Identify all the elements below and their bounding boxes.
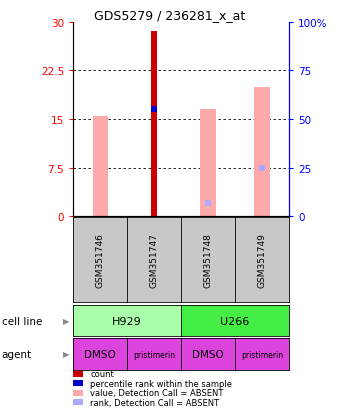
Bar — [92, 116, 108, 217]
Text: value, Detection Call = ABSENT: value, Detection Call = ABSENT — [90, 388, 223, 397]
Text: percentile rank within the sample: percentile rank within the sample — [90, 379, 232, 388]
Text: DMSO: DMSO — [192, 349, 224, 359]
Text: cell line: cell line — [2, 316, 42, 326]
Text: GSM351746: GSM351746 — [96, 233, 105, 287]
Text: DMSO: DMSO — [84, 349, 116, 359]
Bar — [151, 33, 157, 217]
Text: count: count — [90, 369, 114, 378]
Text: pristimerin: pristimerin — [241, 350, 283, 358]
Text: agent: agent — [2, 349, 32, 359]
Text: GSM351748: GSM351748 — [204, 233, 212, 287]
Text: H929: H929 — [112, 316, 142, 326]
Text: GSM351747: GSM351747 — [150, 233, 158, 287]
Text: ▶: ▶ — [63, 350, 70, 358]
Text: ▶: ▶ — [63, 317, 70, 325]
Text: GDS5279 / 236281_x_at: GDS5279 / 236281_x_at — [95, 9, 245, 22]
Text: GSM351749: GSM351749 — [257, 233, 267, 287]
Text: rank, Detection Call = ABSENT: rank, Detection Call = ABSENT — [90, 398, 219, 407]
Bar — [201, 110, 216, 217]
Text: U266: U266 — [220, 316, 250, 326]
Text: pristimerin: pristimerin — [133, 350, 175, 358]
Bar — [254, 88, 270, 217]
